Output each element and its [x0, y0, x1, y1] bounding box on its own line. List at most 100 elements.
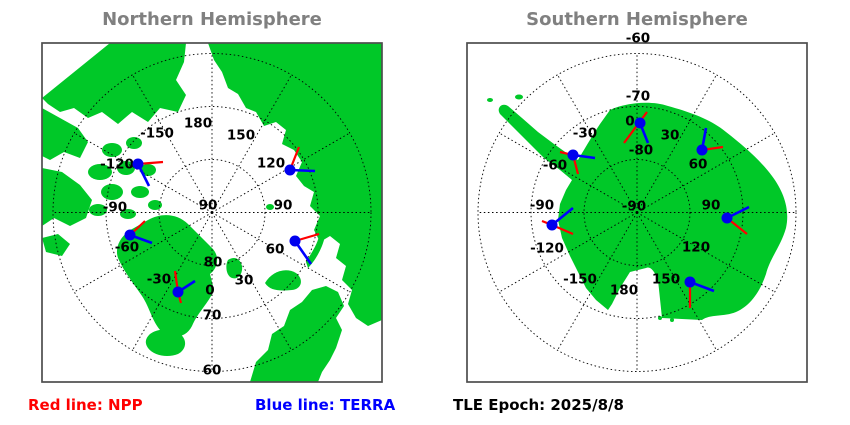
- tle-epoch-label: TLE Epoch: 2025/8/8: [453, 396, 624, 414]
- graticule-latitude-circle: [477, 53, 797, 372]
- longitude-label: 0: [625, 114, 634, 130]
- north-map-frame: [41, 42, 383, 383]
- npp-track-line: [623, 111, 648, 144]
- satellite-position-dot: [684, 276, 696, 288]
- satellite-position-dot: [634, 117, 646, 129]
- landmass-novaya-zemlya: [306, 228, 326, 268]
- latitude-label: 80: [204, 255, 223, 271]
- longitude-label: -120: [100, 157, 134, 173]
- satellite-position-dot: [696, 144, 708, 156]
- graticule-meridian-line: [636, 132, 775, 213]
- longitude-label: -150: [140, 126, 174, 142]
- landmass-greenland: [116, 215, 218, 337]
- landmass-arctic-island: [102, 143, 122, 157]
- longitude-label: -30: [573, 126, 597, 142]
- legend-terra-label: Blue line: TERRA: [255, 396, 396, 414]
- landmass-arctic-island: [126, 137, 142, 149]
- graticule-meridian-line: [211, 212, 292, 351]
- longitude-label: 150: [227, 128, 255, 144]
- latitude-label: -70: [626, 89, 650, 105]
- satellite-position-dot: [132, 158, 144, 170]
- longitude-label: -120: [530, 241, 564, 257]
- graticule-meridian-line: [636, 212, 717, 351]
- satellite-position-dot: [124, 229, 136, 241]
- landmass-severnaya-zemlya: [266, 204, 274, 210]
- landmass-russia-siberia: [208, 43, 382, 326]
- longitude-label: -90: [103, 200, 127, 216]
- south-map-title: Southern Hemisphere: [526, 9, 748, 30]
- satellite-position-dot: [546, 219, 558, 231]
- satellite-position-dot: [284, 164, 296, 176]
- graticule-meridian-line: [636, 74, 717, 213]
- landmass-kola-kanin: [265, 270, 301, 291]
- satellite-position-dot: [721, 212, 733, 224]
- longitude-label: -150: [563, 272, 597, 288]
- longitude-label: 30: [235, 273, 254, 289]
- landmass-islet: [670, 318, 674, 322]
- landmass-islet: [487, 98, 493, 102]
- graticule-meridian-line: [211, 74, 292, 213]
- south-map-frame: [466, 42, 808, 383]
- north-land-group: [42, 43, 382, 382]
- landmass-scandinavia: [250, 286, 344, 382]
- satellite-position-dot: [172, 286, 184, 298]
- longitude-label: 180: [184, 116, 212, 132]
- landmass-chukotka-alaska: [42, 43, 186, 124]
- longitude-label: 90: [274, 198, 293, 214]
- graticule-meridian-line: [557, 212, 638, 351]
- longitude-label: 30: [661, 128, 680, 144]
- latitude-label: -60: [626, 31, 650, 47]
- latitude-label: 90: [199, 198, 218, 214]
- latitude-label: -90: [622, 199, 646, 215]
- graticule-meridian-line: [211, 132, 350, 213]
- graticule-meridian-line: [132, 212, 213, 351]
- latitude-label: 60: [203, 363, 222, 379]
- longitude-label: 60: [266, 242, 285, 258]
- longitude-label: 60: [689, 157, 708, 173]
- landmass-canada-lower: [42, 168, 92, 226]
- longitude-label: -30: [147, 272, 171, 288]
- landmass-arctic-island: [120, 209, 136, 219]
- graticule-meridian-line: [74, 132, 213, 213]
- longitude-label: -60: [543, 158, 567, 174]
- landmass-arctic-island: [131, 186, 149, 198]
- longitude-label: 90: [702, 198, 721, 214]
- graticule-latitude-circle: [52, 53, 372, 372]
- landmass-arctic-island: [88, 164, 112, 180]
- longitude-label: 0: [205, 283, 214, 299]
- landmass-arctic-island: [101, 184, 123, 200]
- graticule-meridian-line: [636, 212, 775, 293]
- landmass-arctic-island: [89, 204, 107, 216]
- latitude-label: -80: [629, 143, 653, 159]
- landmass-islet: [658, 316, 662, 320]
- graticule-latitude-circle: [530, 106, 744, 319]
- graticule-meridian-line: [557, 74, 638, 213]
- landmass-arctic-island: [148, 200, 162, 210]
- satellite-position-dot: [567, 149, 579, 161]
- north-map-title: Northern Hemisphere: [102, 9, 322, 30]
- graticule-meridian-line: [132, 74, 213, 213]
- legend-npp-label: Red line: NPP: [28, 396, 143, 414]
- longitude-label: -60: [115, 240, 139, 256]
- graticule-latitude-circle: [158, 159, 266, 266]
- longitude-label: -90: [530, 198, 554, 214]
- landmass-islet: [684, 314, 688, 318]
- landmass-iceland: [145, 329, 186, 356]
- graticule-meridian-line: [499, 212, 638, 293]
- graticule-latitude-circle: [583, 159, 691, 266]
- longitude-label: 150: [652, 272, 680, 288]
- landmass-islet: [515, 94, 523, 100]
- landmass-labrador: [42, 234, 70, 256]
- landmass-svalbard: [226, 258, 243, 279]
- latitude-label: 70: [203, 308, 222, 324]
- graticule-latitude-circle: [105, 106, 319, 319]
- graticule-meridian-line: [211, 212, 350, 293]
- graticule-meridian-line: [499, 132, 638, 213]
- landmass-arctic-island: [117, 161, 135, 175]
- landmass-canada-west: [42, 108, 88, 160]
- satellite-position-dot: [289, 235, 301, 247]
- longitude-label: 120: [257, 156, 285, 172]
